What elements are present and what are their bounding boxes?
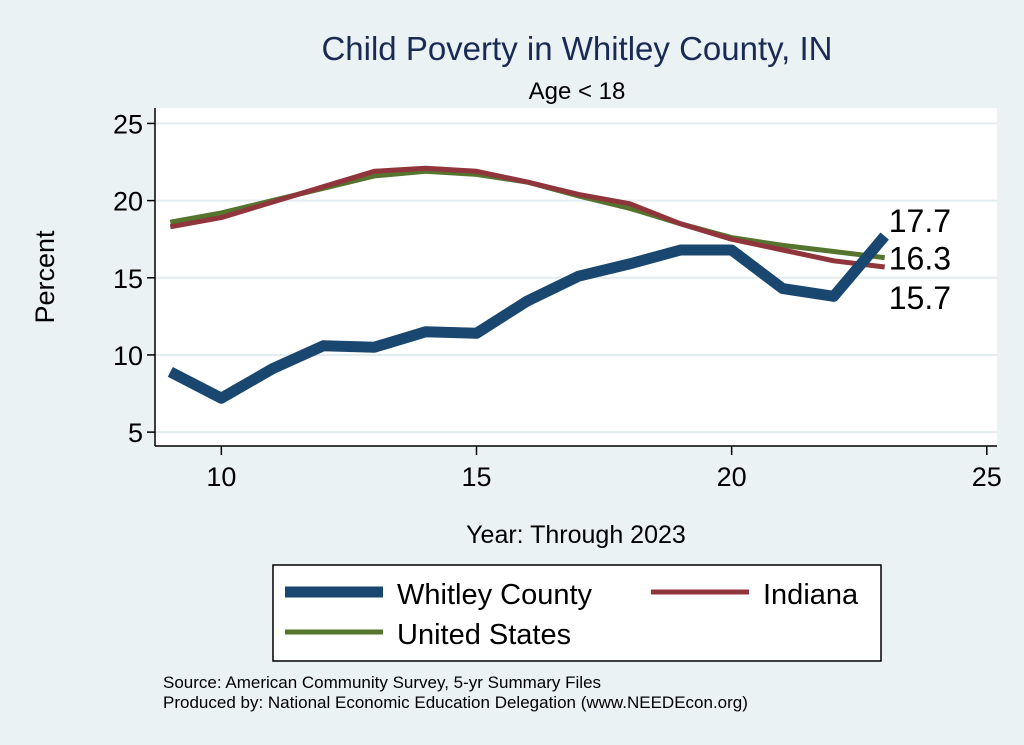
chart-subtitle: Age < 18 bbox=[529, 78, 626, 105]
legend-label-united-states: United States bbox=[397, 619, 571, 651]
y-tick-label: 10 bbox=[113, 341, 143, 371]
legend-box bbox=[272, 564, 882, 662]
end-label-whitley-county: 17.7 bbox=[889, 203, 951, 239]
series-line-whitley-county bbox=[167, 232, 889, 404]
x-tick-label: 15 bbox=[461, 462, 491, 492]
x-tick-label: 25 bbox=[972, 462, 1002, 492]
chart-title: Child Poverty in Whitley County, IN bbox=[321, 30, 832, 67]
legend-label-indiana: Indiana bbox=[763, 579, 859, 611]
x-axis-title: Year: Through 2023 bbox=[466, 521, 686, 549]
y-tick-label: 15 bbox=[113, 264, 143, 294]
x-tick-label: 20 bbox=[717, 462, 747, 492]
y-axis-title: Percent bbox=[30, 230, 60, 324]
series-line-indiana bbox=[169, 165, 886, 270]
producer-note: Produced by: National Economic Education… bbox=[163, 693, 748, 712]
end-label-indiana: 15.7 bbox=[889, 280, 951, 316]
y-tick-label: 5 bbox=[128, 418, 143, 448]
legend-label-whitley-county: Whitley County bbox=[397, 579, 593, 611]
y-tick-label: 25 bbox=[113, 109, 143, 139]
end-label-united-states: 16.3 bbox=[889, 241, 951, 277]
x-tick-label: 10 bbox=[206, 462, 236, 492]
source-note: Source: American Community Survey, 5-yr … bbox=[163, 673, 602, 692]
y-tick-label: 20 bbox=[113, 187, 143, 217]
